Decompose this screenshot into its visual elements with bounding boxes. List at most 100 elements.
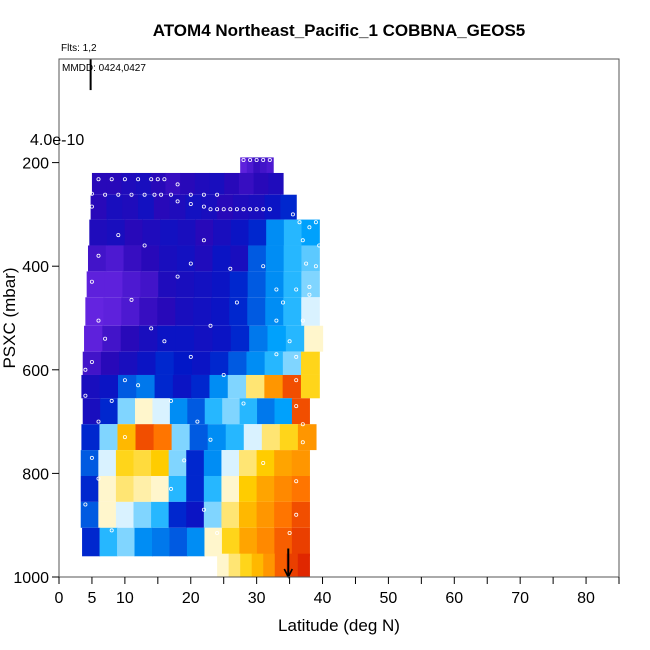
heatmap-cell xyxy=(232,194,250,220)
heatmap-cell xyxy=(246,351,266,375)
data-points xyxy=(83,157,322,536)
observation-point xyxy=(228,266,233,271)
chart-title: ATOM4 Northeast_Pacific_1 COBBNA_GEOS5 xyxy=(153,21,526,40)
observation-point xyxy=(83,393,88,398)
observation-point xyxy=(109,398,114,403)
observation-point xyxy=(201,507,206,512)
heatmap-cell xyxy=(194,271,213,298)
observation-point xyxy=(307,292,312,297)
observation-point xyxy=(304,261,309,266)
heatmap-cell xyxy=(168,475,187,502)
observation-point xyxy=(175,182,180,187)
heatmap-cell xyxy=(253,157,261,176)
heatmap-cell xyxy=(187,398,206,425)
observation-point xyxy=(208,323,213,328)
x-axis: 0 5 10 20 30 40 50 60 70 80 xyxy=(55,577,620,607)
heatmap-cell xyxy=(228,351,248,375)
heatmap-cell xyxy=(286,553,299,577)
heatmap-cell xyxy=(249,325,269,352)
observation-point xyxy=(267,207,272,212)
heatmap-cell xyxy=(115,475,135,502)
heatmap-cell xyxy=(171,424,191,451)
heatmap-cell xyxy=(103,297,122,326)
y-tick-label: 400 xyxy=(22,259,49,276)
observation-point xyxy=(96,318,101,323)
observation-point xyxy=(201,238,206,243)
observation-point xyxy=(221,372,226,377)
heatmap-cell xyxy=(186,501,205,528)
heatmap-cell xyxy=(80,450,99,476)
observation-point xyxy=(261,157,266,162)
heatmap-cell xyxy=(155,351,175,375)
heatmap-cell xyxy=(274,450,293,476)
observation-point xyxy=(274,318,279,323)
heatmap-cell xyxy=(256,475,275,502)
heatmap-cell xyxy=(176,245,196,272)
heatmap-cell xyxy=(264,374,284,399)
heatmap-cell xyxy=(80,501,99,528)
heatmap-cell xyxy=(207,424,227,451)
observation-point xyxy=(208,437,213,442)
heatmap-cell xyxy=(106,172,122,195)
x-tick-label: 70 xyxy=(511,590,529,607)
heatmap-cell xyxy=(248,219,267,246)
observation-point xyxy=(89,279,94,284)
observation-point xyxy=(241,157,246,162)
heatmap-cell xyxy=(134,527,153,557)
heatmap-cell xyxy=(263,553,276,577)
observation-point xyxy=(313,220,318,225)
heatmap-cell xyxy=(283,271,302,298)
y-tick-label: 600 xyxy=(22,363,49,380)
heatmap-cell xyxy=(274,475,293,502)
heatmap-cell xyxy=(230,245,249,272)
observation-point xyxy=(89,359,94,364)
heatmap-cell xyxy=(256,501,275,528)
observation-point xyxy=(142,243,147,248)
heatmap-cell xyxy=(119,351,138,375)
observation-point xyxy=(168,192,173,197)
heatmap-cell xyxy=(239,450,258,476)
observation-point xyxy=(307,284,312,289)
heatmap-cell xyxy=(239,527,258,557)
heatmap-cell xyxy=(185,194,202,220)
heatmap-cell xyxy=(212,245,231,272)
observation-point xyxy=(215,531,220,536)
heatmap-cell xyxy=(115,501,135,528)
heatmap-cell xyxy=(247,271,267,298)
observation-point xyxy=(149,326,154,331)
heatmap-cell xyxy=(122,271,141,298)
observation-point xyxy=(162,177,167,182)
heatmap-cell xyxy=(194,245,214,272)
heatmap-cell xyxy=(168,450,187,476)
observation-point xyxy=(234,165,239,170)
observation-point xyxy=(168,486,173,491)
heatmap-cell xyxy=(86,271,106,298)
heatmap-cell xyxy=(283,219,303,246)
heatmap-cell xyxy=(229,297,248,326)
heatmap-cell xyxy=(151,450,170,476)
observation-point xyxy=(294,512,299,517)
observation-point xyxy=(83,367,88,372)
heatmap-cell xyxy=(82,398,101,425)
observation-point xyxy=(188,354,193,359)
heatmap-cell xyxy=(98,450,117,476)
heatmap-cell xyxy=(265,271,285,298)
observation-point xyxy=(274,287,279,292)
heatmap-cell xyxy=(91,172,108,195)
heatmap-cell xyxy=(176,271,195,298)
heatmap-cell xyxy=(104,271,124,298)
heatmap-cell xyxy=(177,219,197,246)
x-tick-label: 5 xyxy=(87,590,96,607)
observation-point xyxy=(109,177,114,182)
heatmap-cell xyxy=(203,450,223,476)
heatmap-cell xyxy=(99,424,119,451)
heatmap-cell xyxy=(285,325,305,352)
heatmap-cell xyxy=(248,194,266,220)
observation-point xyxy=(136,383,141,388)
y-axis: 200 400 600 800 1000 xyxy=(13,156,59,587)
heatmap-cell xyxy=(137,351,157,375)
observation-point xyxy=(294,404,299,409)
heatmap-cell xyxy=(99,527,118,557)
heatmap-cell xyxy=(135,424,155,451)
observation-point xyxy=(152,192,157,197)
